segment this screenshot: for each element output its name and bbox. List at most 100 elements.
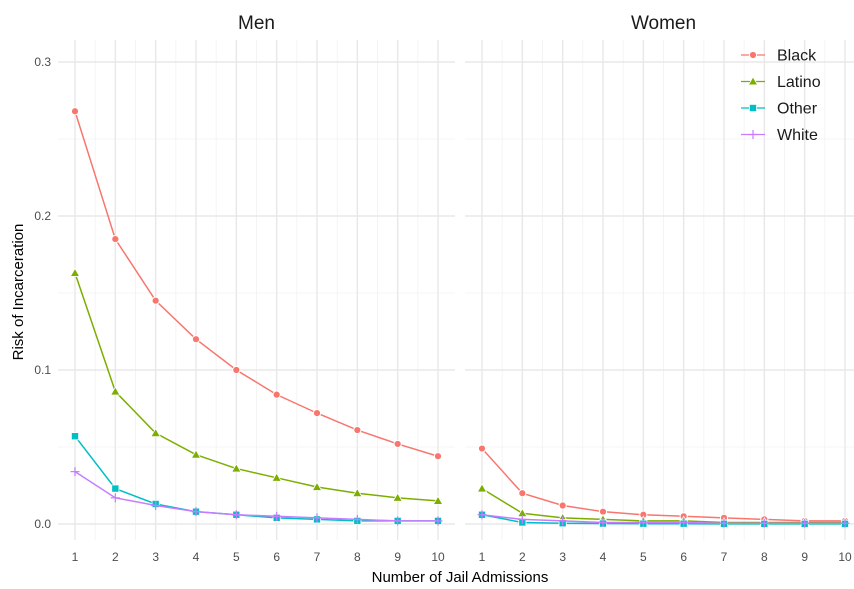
x-tick-label: 9 (801, 550, 808, 564)
data-point-black (433, 452, 443, 461)
data-point-latino (271, 472, 282, 482)
y-tick-label: 0.3 (34, 55, 51, 69)
legend-marker (748, 50, 758, 60)
data-point-white (352, 514, 362, 524)
data-point-white (231, 510, 241, 520)
data-point-white (433, 516, 443, 526)
series-line-white (481, 514, 845, 524)
legend-item-white: White (741, 127, 818, 144)
x-tick-label: 5 (233, 550, 240, 564)
series-line-black (74, 111, 439, 457)
data-point-latino (392, 492, 403, 502)
data-point-latino (190, 449, 202, 459)
legend-label: Other (777, 101, 818, 118)
legend-label: Latino (777, 74, 821, 91)
data-point-black (393, 439, 402, 449)
data-point-latino (69, 267, 81, 277)
data-point-black (312, 409, 322, 418)
data-point-white (191, 507, 201, 517)
data-point-white (393, 516, 403, 526)
x-tick-label: 10 (431, 550, 445, 564)
data-point-white (110, 493, 120, 503)
x-tick-label: 4 (193, 550, 200, 564)
x-tick-label: 3 (152, 550, 159, 564)
data-point-black (353, 425, 362, 435)
panel-women: Women 1 2 3 4 5 6 7 8 9 10 (465, 13, 854, 564)
data-point-white (759, 518, 769, 528)
data-point-white (151, 501, 161, 511)
legend-marker (748, 130, 758, 139)
data-point-black (151, 296, 160, 305)
x-tick-label: 9 (394, 550, 401, 564)
data-point-white (638, 517, 648, 527)
data-point-latino (311, 481, 323, 491)
data-point-latino (231, 463, 242, 473)
data-point-black (558, 501, 567, 510)
x-tick-label: 1 (479, 550, 486, 564)
data-point-black (477, 444, 487, 453)
y-tick-label: 0.1 (34, 363, 51, 377)
series-line-other (74, 435, 438, 522)
x-axis-title: Number of Jail Admissions (372, 569, 549, 584)
legend-marker (749, 104, 758, 113)
series-latino-men (69, 267, 444, 505)
legend-marker (747, 76, 759, 86)
legend-item-latino: Latino (741, 74, 821, 91)
x-tick-label: 7 (314, 550, 321, 564)
x-tick-label: 6 (680, 550, 687, 564)
legend-label: White (777, 127, 818, 144)
data-point-black (232, 365, 241, 375)
data-point-black (518, 489, 527, 498)
series-line-latino (74, 272, 439, 502)
panel-title-men: Men (238, 13, 275, 34)
data-point-white (517, 514, 527, 524)
x-tick-label: 2 (519, 550, 526, 564)
legend-item-other: Other (741, 101, 818, 118)
data-point-latino (476, 483, 488, 493)
y-tick-label: 0.2 (34, 209, 51, 223)
data-point-white (477, 510, 487, 520)
y-tick-label: 0.0 (34, 517, 51, 531)
x-tick-label: 1 (72, 550, 79, 564)
x-tick-label: 7 (721, 550, 728, 564)
series-line-white (74, 471, 438, 522)
x-tick-label: 2 (112, 550, 119, 564)
panel-men: Men 1 2 3 4 5 6 7 8 9 10 (58, 13, 455, 564)
data-point-white (800, 518, 810, 528)
series-white-men (70, 467, 443, 526)
x-tick-label: 8 (354, 550, 361, 564)
data-point-latino (150, 427, 161, 437)
legend-label: Black (777, 48, 817, 65)
data-point-latino (352, 487, 363, 498)
x-tick-label: 5 (640, 550, 647, 564)
series-black-men (70, 107, 443, 461)
data-point-latino (432, 495, 444, 505)
data-point-white (598, 517, 608, 527)
x-tick-label: 6 (273, 550, 280, 564)
x-tick-label: 4 (600, 550, 607, 564)
series-line-latino (481, 487, 845, 524)
data-point-other (71, 432, 80, 441)
x-tick-label: 10 (838, 550, 852, 564)
data-point-black (272, 390, 281, 399)
data-point-white (558, 516, 568, 526)
series-line-black (481, 448, 845, 522)
data-point-white (840, 518, 850, 528)
series-white-women (477, 510, 850, 528)
y-axis-title: Risk of Incarceration (10, 224, 27, 361)
legend-item-black: Black (741, 48, 817, 65)
data-point-white (272, 511, 282, 521)
data-point-white (312, 513, 322, 523)
data-point-white (719, 518, 729, 528)
data-point-white (679, 517, 689, 527)
data-point-black (70, 107, 80, 116)
data-point-white (70, 467, 80, 477)
data-point-latino (110, 386, 121, 396)
x-tick-label: 8 (761, 550, 768, 564)
data-point-black (191, 335, 201, 344)
data-point-black (111, 235, 120, 244)
panel-title-women: Women (631, 13, 696, 34)
x-tick-label: 3 (559, 550, 566, 564)
